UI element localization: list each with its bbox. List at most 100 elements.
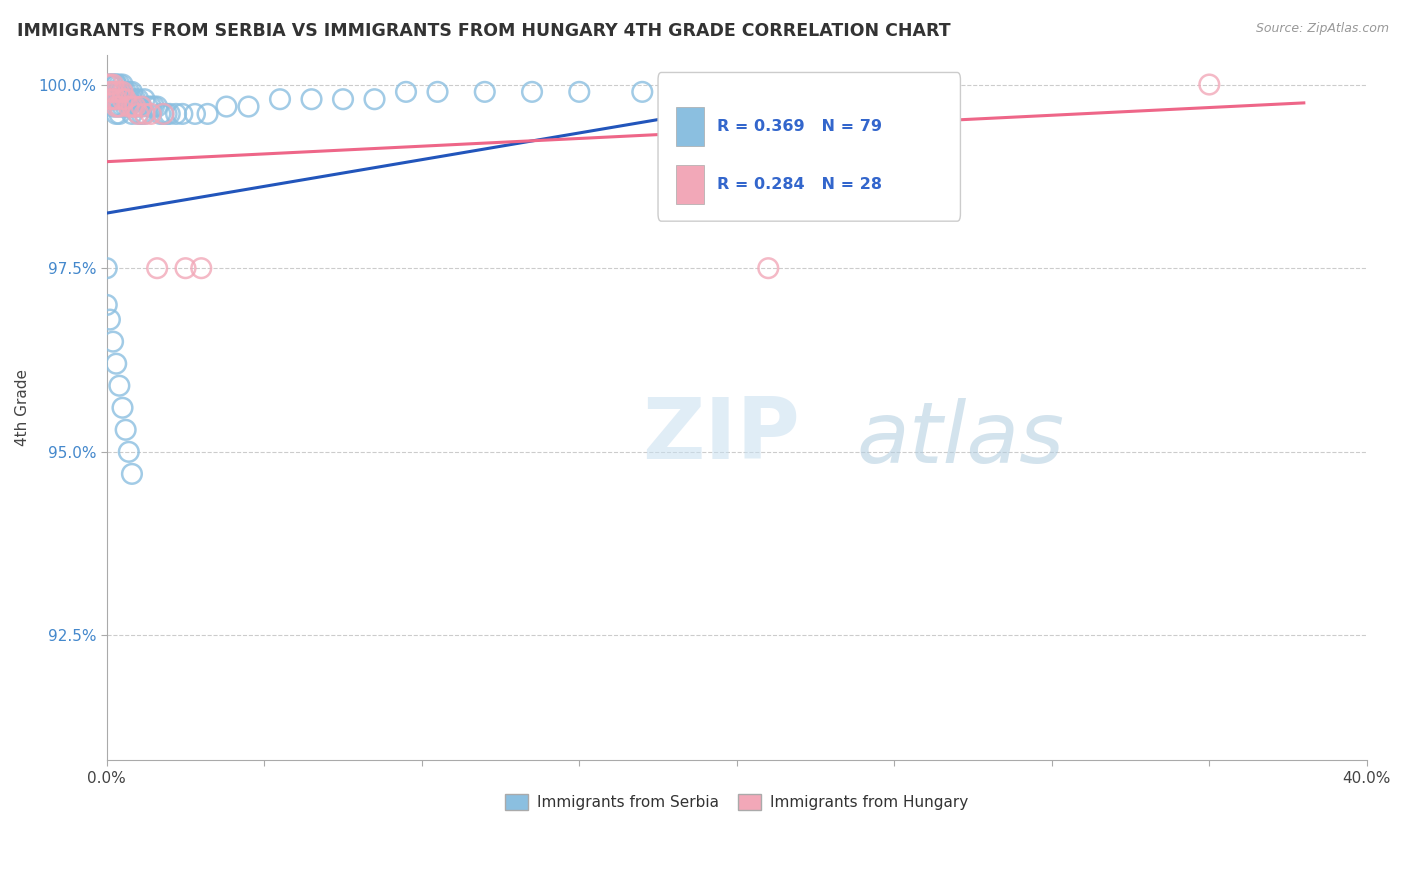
- Point: [155, 107, 177, 121]
- Point: [105, 92, 128, 106]
- Point: [152, 107, 174, 121]
- Point: [111, 92, 134, 106]
- Point: [101, 85, 124, 99]
- Point: [136, 99, 159, 113]
- Point: [127, 92, 149, 106]
- Point: [139, 107, 162, 121]
- Point: [101, 78, 124, 92]
- Point: [111, 78, 134, 92]
- Point: [111, 401, 134, 415]
- Point: [118, 85, 141, 99]
- Point: [105, 357, 128, 371]
- Point: [96, 298, 118, 312]
- Point: [756, 85, 779, 99]
- Point: [197, 107, 219, 121]
- Point: [101, 78, 124, 92]
- Point: [114, 85, 136, 99]
- Point: [127, 99, 149, 113]
- Point: [105, 78, 128, 92]
- Point: [131, 99, 153, 113]
- Point: [114, 92, 136, 106]
- Point: [131, 107, 153, 121]
- Text: Source: ZipAtlas.com: Source: ZipAtlas.com: [1256, 22, 1389, 36]
- Point: [108, 92, 131, 106]
- Text: atlas: atlas: [856, 398, 1064, 481]
- Text: IMMIGRANTS FROM SERBIA VS IMMIGRANTS FROM HUNGARY 4TH GRADE CORRELATION CHART: IMMIGRANTS FROM SERBIA VS IMMIGRANTS FRO…: [17, 22, 950, 40]
- Point: [101, 99, 124, 113]
- Point: [127, 107, 149, 121]
- Point: [98, 85, 121, 99]
- Point: [174, 261, 197, 276]
- Point: [114, 92, 136, 106]
- Point: [146, 99, 169, 113]
- Point: [111, 85, 134, 99]
- Point: [98, 78, 121, 92]
- Point: [134, 92, 156, 106]
- Point: [172, 107, 194, 121]
- Point: [101, 334, 124, 349]
- Point: [568, 85, 591, 99]
- Point: [756, 261, 779, 276]
- Point: [152, 107, 174, 121]
- Point: [105, 99, 128, 113]
- Point: [105, 99, 128, 113]
- Point: [114, 99, 136, 113]
- Point: [134, 107, 156, 121]
- Point: [98, 78, 121, 92]
- Point: [124, 99, 146, 113]
- Point: [238, 99, 260, 113]
- Point: [131, 99, 153, 113]
- Y-axis label: 4th Grade: 4th Grade: [15, 369, 30, 446]
- Point: [101, 92, 124, 106]
- Point: [111, 92, 134, 106]
- Point: [301, 92, 323, 106]
- Point: [121, 99, 143, 113]
- Point: [101, 78, 124, 92]
- Point: [105, 78, 128, 92]
- Point: [121, 85, 143, 99]
- Point: [121, 92, 143, 106]
- Point: [101, 92, 124, 106]
- Point: [108, 85, 131, 99]
- Point: [395, 85, 418, 99]
- Point: [426, 85, 449, 99]
- Point: [139, 99, 162, 113]
- Text: R = 0.369   N = 79: R = 0.369 N = 79: [717, 120, 882, 134]
- Point: [124, 99, 146, 113]
- Point: [332, 92, 354, 106]
- Point: [96, 261, 118, 276]
- FancyBboxPatch shape: [676, 165, 704, 203]
- Point: [149, 107, 172, 121]
- Point: [1198, 78, 1220, 92]
- Point: [98, 92, 121, 106]
- Point: [105, 107, 128, 121]
- Point: [124, 92, 146, 106]
- Point: [98, 312, 121, 326]
- Point: [190, 261, 212, 276]
- Point: [118, 445, 141, 459]
- Point: [108, 378, 131, 392]
- Point: [98, 78, 121, 92]
- Point: [118, 99, 141, 113]
- Point: [184, 107, 207, 121]
- Point: [520, 85, 543, 99]
- Point: [96, 78, 118, 92]
- Point: [631, 85, 654, 99]
- Point: [108, 99, 131, 113]
- Point: [121, 107, 143, 121]
- Point: [121, 467, 143, 481]
- Point: [98, 85, 121, 99]
- Point: [695, 85, 717, 99]
- Point: [108, 107, 131, 121]
- Point: [215, 99, 238, 113]
- Point: [108, 78, 131, 92]
- Point: [159, 107, 181, 121]
- Point: [105, 85, 128, 99]
- Point: [146, 261, 169, 276]
- Point: [143, 99, 166, 113]
- Point: [108, 85, 131, 99]
- Point: [820, 85, 842, 99]
- Point: [118, 92, 141, 106]
- Point: [105, 85, 128, 99]
- Point: [111, 85, 134, 99]
